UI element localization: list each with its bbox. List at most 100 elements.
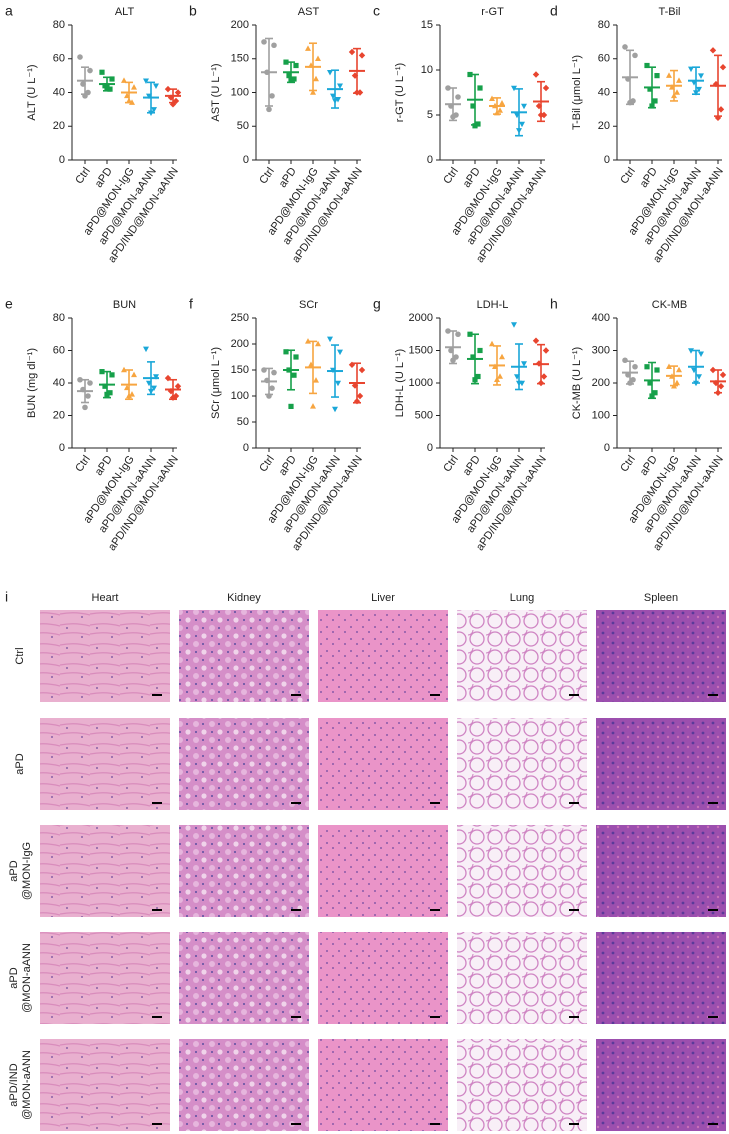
point bbox=[286, 73, 292, 79]
histology-image bbox=[179, 825, 309, 917]
point bbox=[472, 123, 478, 129]
y-axis-label: CK-MB (U L⁻¹) bbox=[571, 347, 583, 419]
point bbox=[283, 349, 289, 355]
row-label: @MON-aANN bbox=[21, 1050, 33, 1120]
point bbox=[709, 47, 717, 54]
histology-image bbox=[318, 1039, 448, 1131]
point bbox=[455, 331, 461, 338]
point bbox=[337, 83, 343, 90]
histology-image bbox=[40, 610, 170, 702]
y-tick-label: 60 bbox=[598, 53, 610, 65]
point bbox=[107, 390, 113, 396]
chart-title: SCr bbox=[299, 299, 318, 311]
point bbox=[696, 374, 702, 380]
y-tick-label: 60 bbox=[53, 344, 65, 356]
histology-image bbox=[318, 825, 448, 917]
panel-label: g bbox=[373, 296, 381, 312]
y-tick-label: 80 bbox=[53, 19, 65, 31]
histology-image bbox=[596, 825, 726, 917]
point bbox=[698, 351, 704, 358]
y-tick-label: 200 bbox=[592, 377, 610, 389]
y-axis-label: r-GT (U L⁻¹) bbox=[394, 63, 406, 122]
point bbox=[153, 374, 159, 380]
point bbox=[109, 76, 115, 82]
point bbox=[77, 54, 83, 60]
histology-image bbox=[457, 1039, 587, 1131]
y-tick-label: 0 bbox=[427, 442, 433, 454]
point bbox=[337, 349, 343, 356]
y-tick-label: 0 bbox=[604, 442, 610, 454]
point bbox=[151, 107, 157, 113]
chart-title: BUN bbox=[113, 299, 136, 311]
point bbox=[499, 353, 505, 360]
point bbox=[467, 71, 473, 78]
histology-image bbox=[40, 825, 170, 917]
point bbox=[532, 337, 540, 344]
point bbox=[719, 63, 727, 71]
chart-title: AST bbox=[298, 6, 320, 18]
panel-label: e bbox=[5, 296, 13, 312]
point bbox=[131, 84, 137, 90]
chart-title: ALT bbox=[115, 6, 135, 18]
y-axis-label: LDH-L (U L⁻¹) bbox=[394, 349, 406, 417]
y-tick-label: 100 bbox=[592, 409, 610, 421]
point bbox=[666, 72, 672, 78]
y-tick-label: 10 bbox=[421, 64, 433, 76]
histology-image bbox=[596, 718, 726, 810]
x-tick-label: Ctrl bbox=[441, 454, 461, 475]
histology-image bbox=[318, 932, 448, 1024]
column-header: Spleen bbox=[644, 592, 678, 604]
point bbox=[271, 42, 277, 49]
histology-image bbox=[179, 1039, 309, 1131]
point bbox=[654, 367, 660, 373]
point bbox=[542, 347, 550, 354]
point bbox=[521, 103, 527, 110]
point bbox=[172, 392, 180, 400]
point bbox=[717, 106, 725, 113]
histology-image bbox=[318, 718, 448, 810]
y-tick-label: 20 bbox=[53, 409, 65, 421]
point bbox=[102, 383, 108, 389]
point bbox=[688, 348, 694, 354]
y-tick-label: 0 bbox=[243, 154, 249, 166]
point bbox=[269, 385, 275, 392]
point bbox=[674, 89, 680, 95]
point bbox=[293, 354, 299, 360]
point bbox=[269, 93, 275, 99]
point bbox=[271, 369, 277, 376]
row-label: @MON-aANN bbox=[21, 943, 33, 1013]
point bbox=[315, 55, 321, 61]
point bbox=[291, 372, 297, 378]
point bbox=[499, 100, 505, 106]
point bbox=[356, 392, 364, 400]
point bbox=[310, 89, 316, 95]
histology-image bbox=[457, 825, 587, 917]
y-tick-label: 200 bbox=[231, 338, 249, 350]
point bbox=[121, 77, 127, 83]
histology-image bbox=[179, 932, 309, 1024]
histology-image bbox=[40, 1039, 170, 1131]
point bbox=[291, 76, 297, 82]
point bbox=[445, 85, 451, 91]
panel-label: a bbox=[5, 3, 13, 19]
x-tick-label: Ctrl bbox=[618, 166, 638, 187]
y-tick-label: 250 bbox=[231, 312, 249, 324]
y-tick-label: 50 bbox=[237, 416, 249, 428]
histology-image bbox=[179, 718, 309, 810]
chart-title: LDH-L bbox=[477, 299, 509, 311]
point bbox=[674, 379, 680, 386]
y-axis-label: BUN (mg dl⁻¹) bbox=[26, 348, 38, 418]
histology-image bbox=[457, 610, 587, 702]
x-tick-label: Ctrl bbox=[73, 166, 93, 187]
y-tick-label: 0 bbox=[427, 154, 433, 166]
row-label: aPD bbox=[14, 753, 26, 774]
point bbox=[676, 77, 682, 83]
y-tick-label: 50 bbox=[237, 120, 249, 132]
panel-label: h bbox=[550, 296, 558, 312]
y-axis-label: ALT (U L⁻¹) bbox=[26, 64, 38, 120]
row-label: Ctrl bbox=[14, 647, 26, 664]
point bbox=[475, 373, 481, 380]
x-tick-label: Ctrl bbox=[441, 166, 461, 187]
y-tick-label: 20 bbox=[53, 120, 65, 132]
